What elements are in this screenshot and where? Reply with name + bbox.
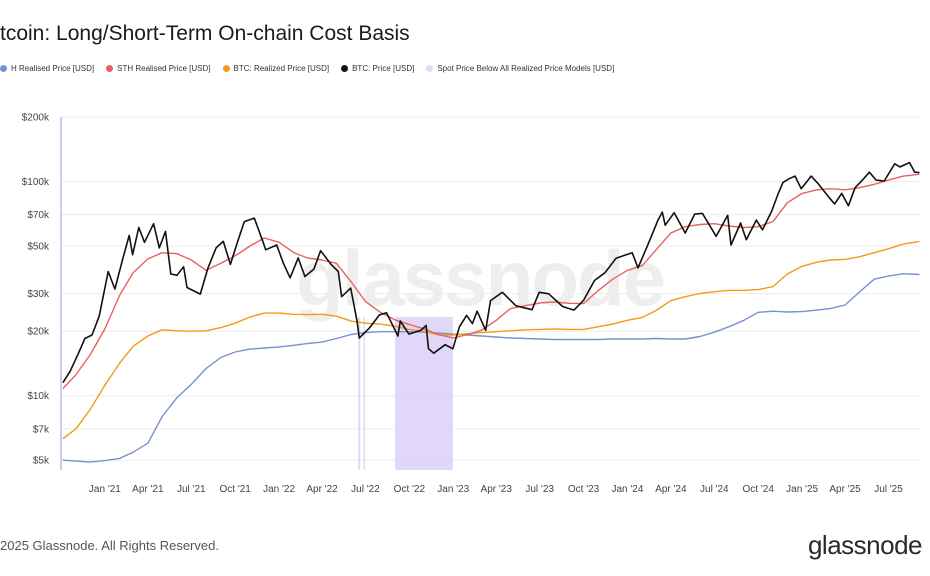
legend-item-price[interactable]: BTC: Price [USD]: [341, 64, 414, 73]
y-tick-label: $50k: [27, 241, 50, 252]
x-tick-label: Jan '24: [611, 484, 643, 495]
series-line: [62, 161, 920, 384]
y-tick-label: $10k: [27, 391, 50, 402]
y-tick-label: $200k: [22, 113, 50, 124]
legend-item-realized[interactable]: BTC: Realized Price [USD]: [222, 64, 330, 73]
x-tick-label: Oct '21: [219, 484, 251, 495]
legend-item-spot-below[interactable]: Spot Price Below All Realized Price Mode…: [426, 64, 614, 73]
x-tick-label: Jan '25: [786, 484, 818, 495]
x-tick-label: Oct '24: [743, 484, 775, 495]
series-line: [62, 240, 920, 440]
legend-label: BTC: Realized Price [USD]: [233, 64, 330, 73]
x-tick-label: Jul '21: [177, 484, 206, 495]
x-tick-label: Jan '21: [89, 484, 121, 495]
y-tick-label: $70k: [27, 210, 50, 221]
copyright-text: 2025 Glassnode. All Rights Reserved.: [0, 538, 219, 553]
legend: H Realised Price [USD] STH Realised Pric…: [0, 64, 626, 73]
legend-label: STH Realised Price [USD]: [117, 64, 211, 73]
y-tick-label: $100k: [22, 177, 50, 188]
x-tick-label: Jul '24: [700, 484, 729, 495]
legend-label: BTC: Price [USD]: [352, 64, 415, 73]
chart-title: tcoin: Long/Short-Term On-chain Cost Bas…: [0, 22, 410, 45]
watermark: glassnode: [296, 234, 664, 322]
y-tick-label: $5k: [33, 456, 50, 467]
y-tick-label: $20k: [27, 327, 50, 338]
x-tick-label: Jul '23: [525, 484, 554, 495]
x-tick-label: Oct '22: [394, 484, 426, 495]
x-tick-label: Apr '21: [132, 484, 164, 495]
legend-item-sth[interactable]: STH Realised Price [USD]: [106, 64, 211, 73]
shaded-region: [395, 317, 453, 470]
shaded-region: [358, 317, 361, 470]
legend-dot-icon: [426, 65, 434, 72]
x-tick-label: Apr '24: [655, 484, 687, 495]
y-axis-ticks: $5k $7k $10k $20k $30k $50k $70k $100k $200k: [22, 113, 50, 467]
legend-dot-icon: [222, 65, 230, 72]
series-lines: [62, 161, 920, 463]
legend-label: Spot Price Below All Realized Price Mode…: [437, 64, 615, 73]
x-tick-label: Apr '23: [481, 484, 513, 495]
y-tick-label: $7k: [33, 424, 50, 435]
legend-label: H Realised Price [USD]: [11, 64, 95, 73]
glassnode-logo[interactable]: glassnode: [807, 530, 923, 560]
x-tick-label: Jul '25: [874, 484, 903, 495]
x-tick-label: Oct '23: [568, 484, 600, 495]
x-axis-ticks: Jan '21 Apr '21 Jul '21 Oct '21 Jan '22 Apr '…: [89, 484, 903, 495]
x-tick-label: Jul '22: [351, 484, 380, 495]
x-tick-label: Apr '25: [829, 484, 861, 495]
shaded-region: [363, 317, 366, 470]
series-line: [62, 173, 920, 390]
legend-dot-icon: [0, 65, 7, 72]
legend-dot-icon: [106, 65, 114, 72]
shaded-regions: [358, 317, 453, 470]
grid: [61, 116, 920, 461]
x-tick-label: Jan '22: [263, 484, 295, 495]
x-tick-label: Apr '22: [306, 484, 338, 495]
series-line: [62, 273, 920, 463]
x-tick-label: Jan '23: [437, 484, 469, 495]
legend-item-lth[interactable]: H Realised Price [USD]: [0, 64, 94, 73]
y-tick-label: $30k: [27, 289, 50, 300]
legend-dot-icon: [341, 65, 349, 72]
